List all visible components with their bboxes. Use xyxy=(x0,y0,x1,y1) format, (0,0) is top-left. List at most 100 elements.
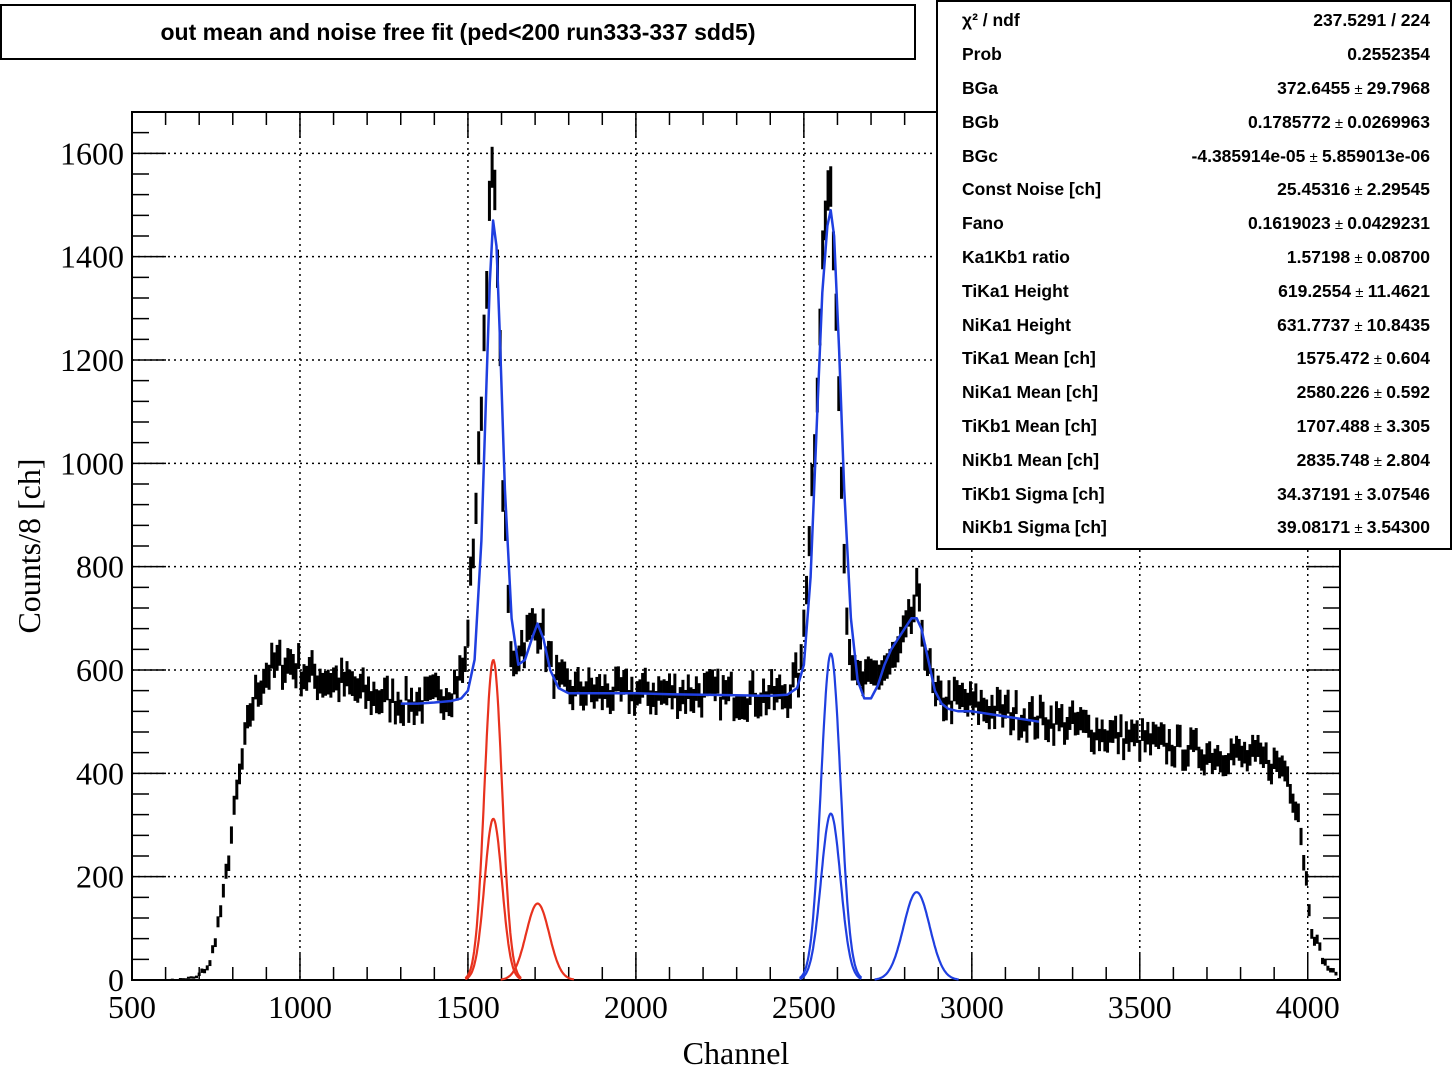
y-tick-label: 400 xyxy=(76,755,124,791)
stat-value: 0.2552354 xyxy=(1347,44,1430,65)
stat-row: NiKa1 Height 631.7737 ± 10.8435 xyxy=(938,308,1450,342)
plus-minus-symbol: ± xyxy=(1305,148,1322,166)
x-tick-label: 3000 xyxy=(940,989,1004,1025)
stat-label: TiKa1 Height xyxy=(962,280,1069,301)
stat-value: 39.08171 ± 3.54300 xyxy=(1277,517,1430,538)
y-tick-label: 600 xyxy=(76,652,124,688)
plus-minus-symbol: ± xyxy=(1350,182,1367,200)
stat-label: Fano xyxy=(962,213,1004,234)
y-tick-label: 1600 xyxy=(60,135,124,171)
stat-label: Ka1Kb1 ratio xyxy=(962,246,1070,267)
stat-label: BGb xyxy=(962,111,999,132)
x-tick-label: 500 xyxy=(108,989,156,1025)
stat-error-number: 10.8435 xyxy=(1366,314,1430,335)
stat-row: χ² / ndf 237.5291 / 224 xyxy=(938,4,1450,38)
x-axis-label: Channel xyxy=(683,1035,790,1071)
plus-minus-symbol: ± xyxy=(1350,486,1367,504)
stat-value-number: 1.57198 xyxy=(1286,246,1351,267)
stat-label: Prob xyxy=(962,44,1002,65)
stat-error-number: 29.7968 xyxy=(1366,77,1430,98)
stat-error-number: 3.07546 xyxy=(1366,483,1430,504)
x-tick-label: 1000 xyxy=(268,989,332,1025)
stat-value-number: 1575.472 xyxy=(1296,348,1370,369)
stat-row: TiKb1 Mean [ch] 1707.488 ± 3.305 xyxy=(938,410,1450,444)
stat-label: Const Noise [ch] xyxy=(962,179,1102,200)
tick-labels: 500 1000 1500 2000 2500 3000 3500 4000 0 200 400 60… xyxy=(60,135,1340,1025)
component-gaussian xyxy=(874,891,959,981)
fit-curve xyxy=(400,208,1040,723)
stat-error-number: 2.29545 xyxy=(1366,179,1430,200)
stat-row: BGb 0.1785772 ± 0.0269963 xyxy=(938,105,1450,139)
stat-value: 0.1619023 ± 0.0429231 xyxy=(1248,213,1430,234)
plus-minus-symbol: ± xyxy=(1330,114,1348,132)
x-tick-label: 2000 xyxy=(604,989,668,1025)
stat-row: Const Noise [ch] 25.45316 ± 2.29545 xyxy=(938,173,1450,207)
fit-statistics-box: χ² / ndf 237.5291 / 224 Prob 0.2552354 BGa 37… xyxy=(936,0,1452,550)
stat-value-number: 1707.488 xyxy=(1296,415,1370,436)
stat-label: TiKb1 Sigma [ch] xyxy=(962,483,1105,504)
stat-error-number: 0.0269963 xyxy=(1347,111,1430,132)
stat-value: 237.5291 / 224 xyxy=(1313,10,1430,31)
stat-value-number: 631.7737 xyxy=(1277,314,1351,335)
stat-error-number: 5.859013e-06 xyxy=(1321,145,1430,166)
stat-value-number: 619.2554 xyxy=(1278,280,1352,301)
stat-label: NiKb1 Sigma [ch] xyxy=(962,517,1107,538)
plus-minus-symbol: ± xyxy=(1369,385,1387,403)
stat-error-number: 0.0429231 xyxy=(1347,213,1430,234)
stat-error-number: 0.604 xyxy=(1386,348,1430,369)
y-tick-label: 0 xyxy=(108,962,124,998)
stat-row: Fano 0.1619023 ± 0.0429231 xyxy=(938,207,1450,241)
stat-value-number: -4.385914e-05 xyxy=(1191,145,1306,166)
stat-value-number: 0.1619023 xyxy=(1247,213,1331,234)
y-axis-label: Counts/8 [ch] xyxy=(11,458,47,633)
stat-value-number: 0.2552354 xyxy=(1347,44,1430,65)
stat-label: BGa xyxy=(962,77,998,98)
y-tick-label: 200 xyxy=(76,859,124,895)
stat-value: 2580.226 ± 0.592 xyxy=(1297,382,1430,403)
stat-label: NiKa1 Mean [ch] xyxy=(962,382,1099,403)
stat-value: 1575.472 ± 0.604 xyxy=(1297,348,1430,369)
stat-row: BGa 372.6455 ± 29.7968 xyxy=(938,72,1450,106)
stat-label: TiKa1 Mean [ch] xyxy=(962,348,1096,369)
component-gaussian xyxy=(464,817,522,981)
stat-row: NiKb1 Sigma [ch] 39.08171 ± 3.54300 xyxy=(938,511,1450,545)
plus-minus-symbol: ± xyxy=(1369,351,1387,369)
stat-value: 372.6455 ± 29.7968 xyxy=(1277,78,1430,99)
x-tick-label: 4000 xyxy=(1276,989,1340,1025)
plus-minus-symbol: ± xyxy=(1351,283,1368,301)
component-gaussian xyxy=(464,658,522,979)
stat-value: 631.7737 ± 10.8435 xyxy=(1277,315,1430,336)
stat-value: 2835.748 ± 2.804 xyxy=(1297,450,1430,471)
plus-minus-symbol: ± xyxy=(1330,216,1348,234)
stat-value-number: 39.08171 xyxy=(1277,517,1351,538)
stat-value-number: 2835.748 xyxy=(1296,449,1370,470)
stat-value: 34.37191 ± 3.07546 xyxy=(1277,484,1430,505)
stat-label: BGc xyxy=(962,145,998,166)
stat-label: NiKb1 Mean [ch] xyxy=(962,449,1100,470)
plus-minus-symbol: ± xyxy=(1350,80,1367,98)
stat-row: TiKa1 Height 619.2554 ± 11.4621 xyxy=(938,274,1450,308)
stat-error-number: 2.804 xyxy=(1386,449,1430,470)
stat-value-number: 237.5291 / 224 xyxy=(1313,10,1430,31)
stat-row: NiKa1 Mean [ch] 2580.226 ± 0.592 xyxy=(938,376,1450,410)
stat-row: Ka1Kb1 ratio 1.57198 ± 0.08700 xyxy=(938,241,1450,275)
chart-title: out mean and noise free fit (ped<200 run… xyxy=(0,4,916,60)
stat-value: -4.385914e-05 ± 5.859013e-06 xyxy=(1192,146,1430,167)
stat-label: NiKa1 Height xyxy=(962,314,1071,335)
y-tick-label: 1400 xyxy=(60,239,124,275)
stat-error-number: 3.54300 xyxy=(1366,517,1430,538)
x-tick-label: 1500 xyxy=(436,989,500,1025)
plus-minus-symbol: ± xyxy=(1350,317,1367,335)
plus-minus-symbol: ± xyxy=(1369,452,1387,470)
stat-row: TiKb1 Sigma [ch] 34.37191 ± 3.07546 xyxy=(938,477,1450,511)
y-tick-label: 1200 xyxy=(60,342,124,378)
stat-error-number: 0.592 xyxy=(1386,382,1430,403)
y-tick-label: 1000 xyxy=(60,445,124,481)
stat-value-number: 372.6455 xyxy=(1277,77,1351,98)
plus-minus-symbol: ± xyxy=(1350,249,1367,267)
chart-title-text: out mean and noise free fit (ped<200 run… xyxy=(160,18,756,45)
stat-value: 0.1785772 ± 0.0269963 xyxy=(1248,112,1430,133)
stat-value-number: 25.45316 xyxy=(1277,179,1351,200)
stat-row: NiKb1 Mean [ch] 2835.748 ± 2.804 xyxy=(938,443,1450,477)
stat-label: χ² / ndf xyxy=(962,10,1020,31)
